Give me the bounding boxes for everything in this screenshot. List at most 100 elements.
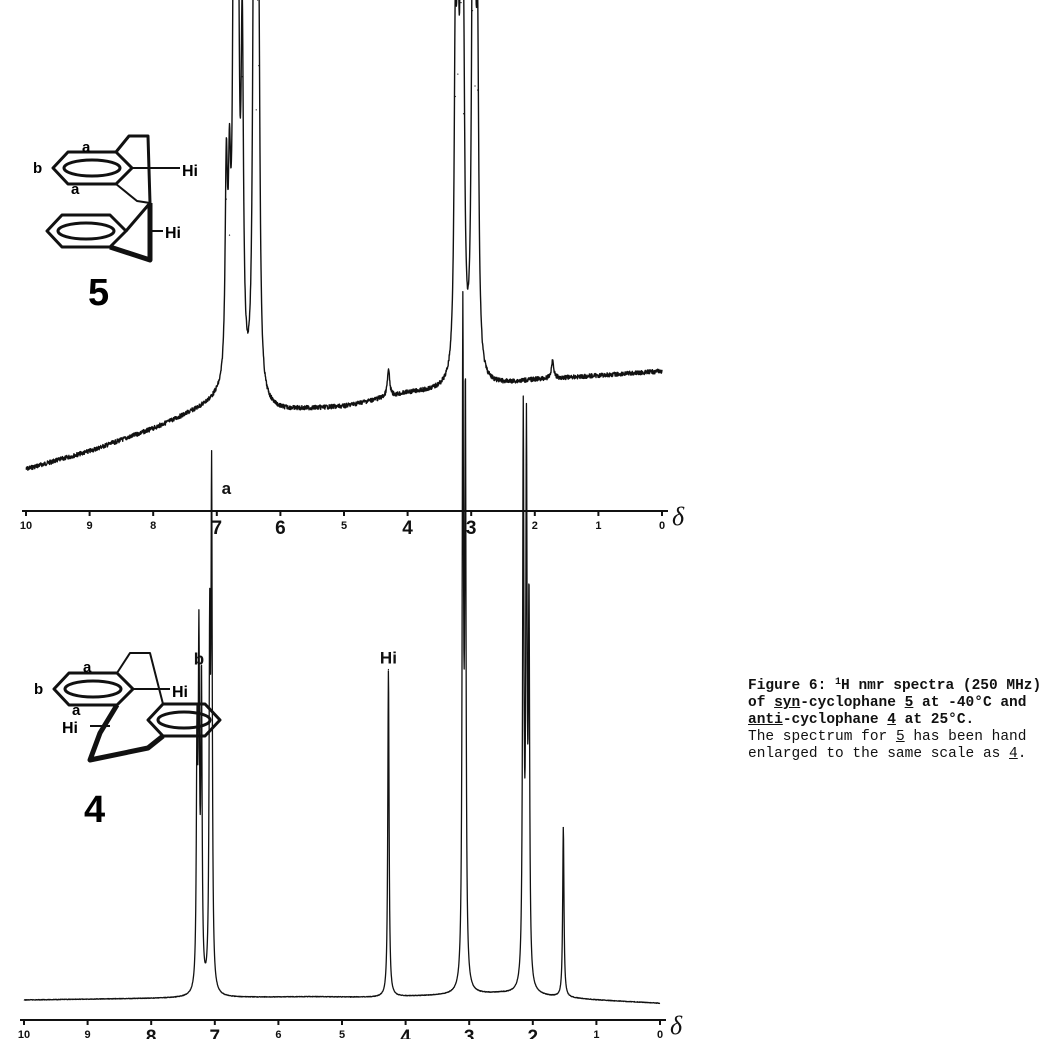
caption-line-3: anti-cyclophane 4 at 25°C.: [748, 712, 1040, 729]
peak-mark: [528, 627, 530, 630]
structure-5-label-a-bottom: a: [71, 181, 80, 198]
structure-5-bridge-back: [114, 134, 152, 232]
peak-mark: [198, 669, 200, 671]
x-tick-label: 2: [528, 1027, 539, 1039]
caption-line-4: The spectrum for 5 has been hand: [748, 729, 1040, 746]
peak-mark: [387, 668, 390, 671]
peak-mark: [258, 65, 260, 67]
structure-4-label-hi-lower: Hi: [62, 720, 78, 737]
structure-4-label-a-bottom: a: [72, 702, 81, 719]
peak-annotation: b: [194, 649, 204, 668]
peak-mark: [457, 73, 459, 75]
structure-4-bridge-front: [87, 703, 165, 763]
peak-mark: [562, 826, 564, 829]
x-tick-label: 7: [210, 1027, 221, 1039]
x-tick-label: 6: [275, 1029, 281, 1039]
caption-line5-pre: enlarged to the same scale as: [748, 746, 1001, 762]
peak-mark: [196, 761, 198, 763]
structure-5-bridge-mid: [115, 183, 151, 204]
x-tick-label: 9: [87, 520, 93, 532]
x-tick-label: 3: [464, 1027, 475, 1039]
peak-mark: [462, 113, 465, 115]
caption-line4-post: has been hand: [913, 729, 1027, 745]
peak-mark: [228, 234, 231, 236]
peak-mark: [225, 198, 227, 200]
x-tick-label: 1: [593, 1029, 599, 1039]
caption-anti: anti: [748, 712, 783, 728]
structure-5-label-hi-lower: Hi: [165, 225, 181, 242]
peak-mark: [209, 663, 211, 665]
caption-line2-num: 5: [904, 695, 914, 711]
structure-4-label-b: b: [34, 681, 43, 698]
x-tick-label: 2: [532, 520, 538, 532]
figure-caption: Figure 6: 1H nmr spectra (250 MHz) of sy…: [748, 674, 1042, 763]
peak-mark: [474, 85, 476, 87]
x-tick-label: 7: [212, 518, 223, 539]
peak-mark: [552, 360, 554, 362]
structure-5-lower-ring-inner: [56, 221, 116, 241]
caption-line1-text: H nmr spectra (250 MHz): [841, 678, 1042, 694]
peak-mark: [387, 370, 390, 372]
peak-mark: [471, 10, 474, 12]
x-tick-label: 9: [85, 1029, 91, 1039]
peak-mark: [462, 339, 464, 341]
structure-5-bridge-front: [109, 203, 153, 263]
x-axis-unit: δ: [670, 1011, 683, 1039]
structure-5-label-b: b: [33, 160, 42, 177]
structure-4-label-a-top: a: [83, 659, 92, 676]
structure-5-label-a-top: a: [82, 139, 91, 156]
caption-line-1: Figure 6: 1H nmr spectra (250 MHz): [748, 674, 1042, 695]
x-tick-label: 8: [146, 1027, 157, 1039]
spectrum-trace: [25, 0, 663, 471]
x-tick-label: 5: [341, 520, 347, 532]
peak-mark: [464, 417, 466, 419]
peak-mark: [460, 2, 462, 4]
compound-label-5: 5: [88, 272, 109, 314]
spectrum-trace: [23, 290, 661, 1005]
x-tick-label: 6: [275, 518, 286, 539]
caption-line4-pre: The spectrum for: [748, 729, 888, 745]
caption-line3-post: at 25°C.: [904, 712, 975, 728]
x-tick-label: 10: [18, 1029, 30, 1039]
caption-line4-num: 5: [895, 729, 905, 745]
x-tick-label: 10: [20, 520, 32, 532]
structure-4-label-hi-upper: Hi: [172, 684, 188, 701]
x-tick-label: 0: [657, 1029, 663, 1039]
structure-4-bridge-back: [116, 652, 164, 705]
x-axis-unit: δ: [672, 502, 685, 531]
caption-line-2: of syn-cyclophane 5 at -40°C and: [748, 695, 1040, 712]
x-tick-label: 0: [659, 520, 665, 532]
x-tick-label: 4: [400, 1027, 411, 1039]
compound-label-4: 4: [84, 789, 105, 831]
peak-mark: [241, 76, 243, 78]
spectrum-5: 109876543210δHi,ba: [20, 0, 685, 539]
caption-line3-num: 4: [887, 712, 896, 728]
peak-mark: [200, 695, 203, 698]
x-tick-label: 3: [466, 518, 477, 539]
peak-annotation: a: [222, 479, 232, 498]
x-tick-label: 5: [339, 1029, 345, 1039]
peak-mark: [211, 499, 213, 501]
caption-line2-post: at -40°C and: [922, 695, 1027, 711]
caption-line2-pre: of: [748, 695, 766, 711]
structure-5-label-hi-upper: Hi: [182, 163, 198, 180]
peak-mark: [454, 95, 456, 98]
caption-line2-mid: -cyclophane: [800, 695, 896, 711]
structure-4-upper-ring-inner: [63, 679, 123, 699]
peak-annotation: Hi: [380, 648, 397, 667]
x-tick-label: 1: [595, 520, 601, 532]
x-tick-label: 4: [402, 518, 413, 539]
caption-line3-mid: -cyclophane: [782, 712, 879, 728]
caption-line5-num: 4: [1009, 746, 1018, 762]
peak-mark: [255, 109, 257, 111]
structure-4-lower-ring-inner: [156, 710, 212, 730]
structure-5: [45, 134, 180, 263]
structure-4: [52, 652, 222, 763]
structure-5-upper-ring-inner: [62, 158, 122, 178]
caption-line-5: enlarged to the same scale as 4.: [748, 746, 1040, 763]
caption-figure-label: Figure 6:: [748, 678, 827, 694]
peak-mark: [525, 464, 528, 466]
caption-superscript: 1: [835, 677, 842, 688]
caption-syn: syn: [774, 695, 801, 711]
